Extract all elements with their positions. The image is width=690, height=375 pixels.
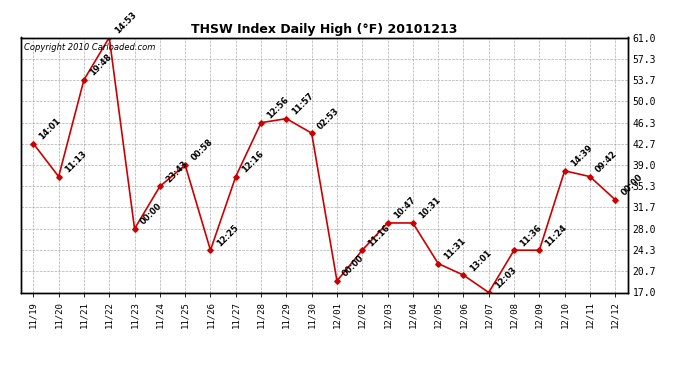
Text: 00:00: 00:00 [620, 172, 644, 198]
Text: 00:00: 00:00 [341, 254, 366, 279]
Text: 10:31: 10:31 [417, 196, 442, 221]
Text: 11:16: 11:16 [366, 223, 392, 248]
Text: Copyright 2010 Carloaded.com: Copyright 2010 Carloaded.com [23, 43, 155, 52]
Text: 23:43: 23:43 [164, 159, 189, 184]
Text: 14:53: 14:53 [113, 10, 139, 35]
Text: 11:31: 11:31 [442, 236, 468, 261]
Text: 14:39: 14:39 [569, 144, 594, 169]
Text: 11:36: 11:36 [518, 223, 544, 248]
Text: 11:57: 11:57 [290, 91, 316, 117]
Text: 12:25: 12:25 [215, 223, 240, 248]
Text: 12:16: 12:16 [240, 149, 265, 174]
Text: 02:53: 02:53 [316, 106, 341, 131]
Text: 09:42: 09:42 [594, 149, 620, 174]
Text: 00:58: 00:58 [189, 138, 215, 163]
Text: 10:47: 10:47 [392, 196, 417, 221]
Text: 12:56: 12:56 [265, 95, 290, 120]
Text: 14:01: 14:01 [37, 116, 63, 141]
Text: 13:01: 13:01 [468, 248, 493, 273]
Text: 11:13: 11:13 [63, 149, 88, 174]
Text: 12:03: 12:03 [493, 265, 518, 290]
Title: THSW Index Daily High (°F) 20101213: THSW Index Daily High (°F) 20101213 [191, 23, 457, 36]
Text: 11:24: 11:24 [544, 223, 569, 248]
Text: 00:00: 00:00 [139, 202, 164, 226]
Text: 19:48: 19:48 [88, 53, 113, 78]
